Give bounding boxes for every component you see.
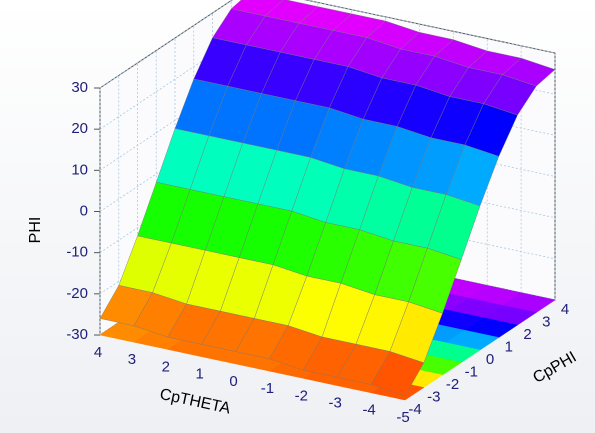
y-tick-label: -4 (408, 401, 421, 418)
x-tick-label: -1 (261, 380, 274, 397)
x-tick-label: -2 (295, 387, 308, 404)
y-tick-label: 0 (486, 351, 494, 368)
z-tick-label: -20 (66, 285, 88, 302)
y-tick-label: 2 (523, 326, 531, 343)
x-tick-label: 3 (128, 351, 136, 368)
x-tick-label: 1 (195, 366, 203, 383)
z-tick-label: 0 (80, 202, 88, 219)
z-axis-title: PHI (27, 217, 44, 244)
y-tick-label: 4 (561, 301, 569, 318)
z-tick-label: 20 (71, 120, 88, 137)
y-tick-label: -1 (465, 363, 478, 380)
x-tick-label: 4 (94, 344, 102, 361)
y-tick-label: -3 (427, 388, 440, 405)
grid-line (99, 0, 556, 89)
y-tick-label: 3 (542, 313, 550, 330)
surface-patch (370, 351, 425, 397)
x-tick-label: -5 (396, 409, 409, 426)
z-tick-label: 30 (71, 79, 88, 96)
x-tick-label: -3 (329, 395, 342, 412)
y-tick-label: -2 (446, 376, 459, 393)
z-tick-label: -10 (66, 244, 88, 261)
y-tick-label: 1 (505, 338, 513, 355)
x-tick-label: 2 (162, 358, 170, 375)
x-tick-label: 0 (229, 373, 237, 390)
z-tick-label: 10 (71, 161, 88, 178)
z-tick-label: -30 (66, 326, 88, 343)
x-tick-label: -4 (362, 402, 375, 419)
